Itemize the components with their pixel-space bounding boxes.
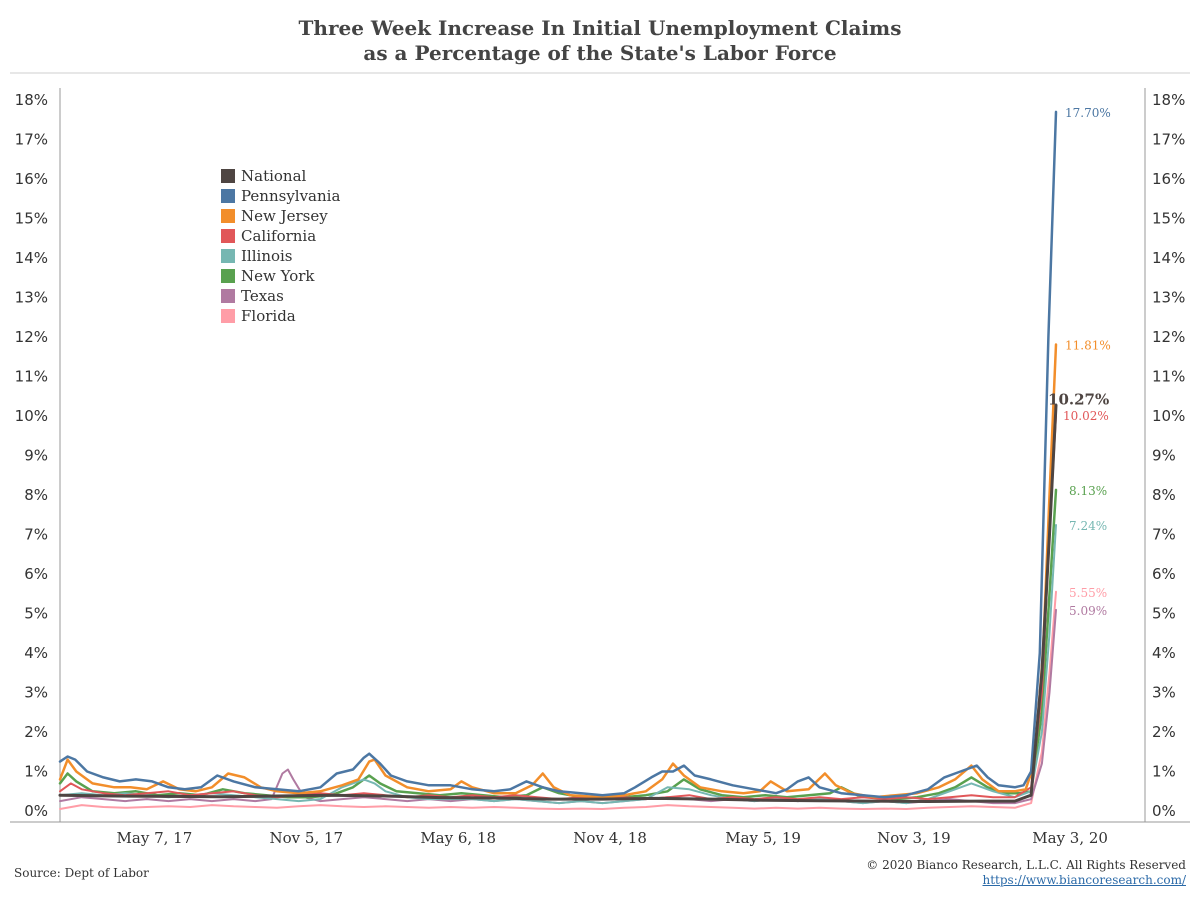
legend-item: Pennsylvania bbox=[221, 186, 340, 206]
y-tick-label-right: 6% bbox=[1152, 565, 1176, 583]
end-value-label: 8.13% bbox=[1069, 484, 1107, 498]
x-tick-label: Nov 4, 18 bbox=[573, 829, 647, 847]
y-tick-label-left: 6% bbox=[24, 565, 48, 583]
legend-swatch bbox=[221, 169, 235, 183]
legend-swatch bbox=[221, 309, 235, 323]
y-tick-label-right: 11% bbox=[1152, 368, 1185, 386]
y-tick-label-right: 3% bbox=[1152, 684, 1176, 702]
legend-item: California bbox=[221, 226, 340, 246]
legend-swatch bbox=[221, 209, 235, 223]
chart-legend: National Pennsylvania New Jersey California… bbox=[221, 166, 340, 326]
y-tick-label-left: 12% bbox=[15, 328, 48, 346]
end-value-label: 5.09% bbox=[1069, 604, 1107, 618]
y-tick-label-right: 2% bbox=[1152, 723, 1176, 741]
y-tick-label-left: 15% bbox=[15, 210, 48, 228]
series-line-new-jersey bbox=[58, 343, 1058, 799]
legend-item: Texas bbox=[221, 286, 340, 306]
legend-label: National bbox=[241, 167, 307, 185]
series-line-pennsylvania bbox=[58, 110, 1058, 799]
legend-item: New Jersey bbox=[221, 206, 340, 226]
legend-item: Florida bbox=[221, 306, 340, 326]
series-line-california bbox=[59, 414, 1057, 801]
chart-title-line1: Three Week Increase In Initial Unemploym… bbox=[298, 16, 902, 40]
legend-label: Texas bbox=[241, 287, 284, 305]
legend-swatch bbox=[221, 229, 235, 243]
y-tick-label-right: 8% bbox=[1152, 486, 1176, 504]
end-value-label: 11.81% bbox=[1065, 339, 1111, 353]
y-tick-label-right: 4% bbox=[1152, 644, 1176, 662]
legend-swatch bbox=[221, 289, 235, 303]
chart-title: Three Week Increase In Initial Unemploym… bbox=[0, 16, 1200, 66]
legend-swatch bbox=[221, 189, 235, 203]
y-tick-label-left: 4% bbox=[24, 644, 48, 662]
x-tick-label: May 6, 18 bbox=[420, 829, 496, 847]
y-tick-label-right: 16% bbox=[1152, 170, 1185, 188]
y-tick-label-right: 9% bbox=[1152, 447, 1176, 465]
copyright-block: © 2020 Bianco Research, L.L.C. All Right… bbox=[866, 858, 1186, 888]
y-tick-label-left: 13% bbox=[15, 289, 48, 307]
source-note: Source: Dept of Labor bbox=[14, 866, 149, 880]
x-tick-label: May 3, 20 bbox=[1032, 829, 1108, 847]
website-link[interactable]: https://www.biancoresearch.com/ bbox=[982, 873, 1186, 887]
y-tick-label-right: 0% bbox=[1152, 802, 1176, 820]
x-tick-label: May 5, 19 bbox=[725, 829, 801, 847]
y-tick-label-right: 1% bbox=[1152, 763, 1176, 781]
y-tick-label-right: 18% bbox=[1152, 91, 1185, 109]
end-value-label: 10.27% bbox=[1048, 390, 1109, 408]
end-value-label: 10.02% bbox=[1063, 409, 1109, 423]
x-tick-label: Nov 5, 17 bbox=[270, 829, 344, 847]
y-tick-label-left: 14% bbox=[15, 249, 48, 267]
y-tick-label-left: 8% bbox=[24, 486, 48, 504]
series-line-national bbox=[58, 403, 1058, 803]
copyright-text: © 2020 Bianco Research, L.L.C. All Right… bbox=[866, 858, 1186, 872]
legend-label: Illinois bbox=[241, 247, 293, 265]
y-tick-label-right: 12% bbox=[1152, 328, 1185, 346]
legend-item: Illinois bbox=[221, 246, 340, 266]
y-tick-label-left: 2% bbox=[24, 723, 48, 741]
series-line-illinois bbox=[59, 524, 1057, 805]
y-tick-label-right: 14% bbox=[1152, 249, 1185, 267]
legend-item: New York bbox=[221, 266, 340, 286]
y-tick-label-right: 5% bbox=[1152, 605, 1176, 623]
y-tick-label-left: 10% bbox=[15, 407, 48, 425]
series-line-florida bbox=[59, 590, 1057, 810]
end-value-label: 7.24% bbox=[1069, 519, 1107, 533]
chart-title-line2: as a Percentage of the State's Labor For… bbox=[363, 41, 837, 65]
y-tick-label-left: 1% bbox=[24, 763, 48, 781]
end-value-label: 17.70% bbox=[1065, 106, 1111, 120]
legend-label: New York bbox=[241, 267, 315, 285]
legend-label: California bbox=[241, 227, 317, 245]
legend-swatch bbox=[221, 249, 235, 263]
y-tick-label-left: 18% bbox=[15, 91, 48, 109]
y-tick-label-left: 16% bbox=[15, 170, 48, 188]
y-tick-label-left: 17% bbox=[15, 131, 48, 149]
y-tick-label-right: 15% bbox=[1152, 210, 1185, 228]
series-line-new-york bbox=[58, 488, 1058, 801]
y-tick-label-left: 0% bbox=[24, 802, 48, 820]
y-tick-label-right: 17% bbox=[1152, 131, 1185, 149]
y-tick-label-right: 13% bbox=[1152, 289, 1185, 307]
legend-label: Pennsylvania bbox=[241, 187, 341, 205]
series-line-texas bbox=[59, 608, 1057, 805]
x-tick-label: Nov 3, 19 bbox=[877, 829, 951, 847]
y-tick-label-left: 5% bbox=[24, 605, 48, 623]
legend-item: National bbox=[221, 166, 340, 186]
legend-swatch bbox=[221, 269, 235, 283]
end-value-label: 5.55% bbox=[1069, 586, 1107, 600]
y-tick-label-left: 7% bbox=[24, 526, 48, 544]
legend-label: Florida bbox=[241, 307, 296, 325]
y-tick-label-right: 10% bbox=[1152, 407, 1185, 425]
y-tick-label-right: 7% bbox=[1152, 526, 1176, 544]
y-tick-label-left: 3% bbox=[24, 684, 48, 702]
y-tick-label-left: 11% bbox=[15, 368, 48, 386]
legend-label: New Jersey bbox=[241, 207, 328, 225]
x-tick-label: May 7, 17 bbox=[117, 829, 193, 847]
y-tick-label-left: 9% bbox=[24, 447, 48, 465]
